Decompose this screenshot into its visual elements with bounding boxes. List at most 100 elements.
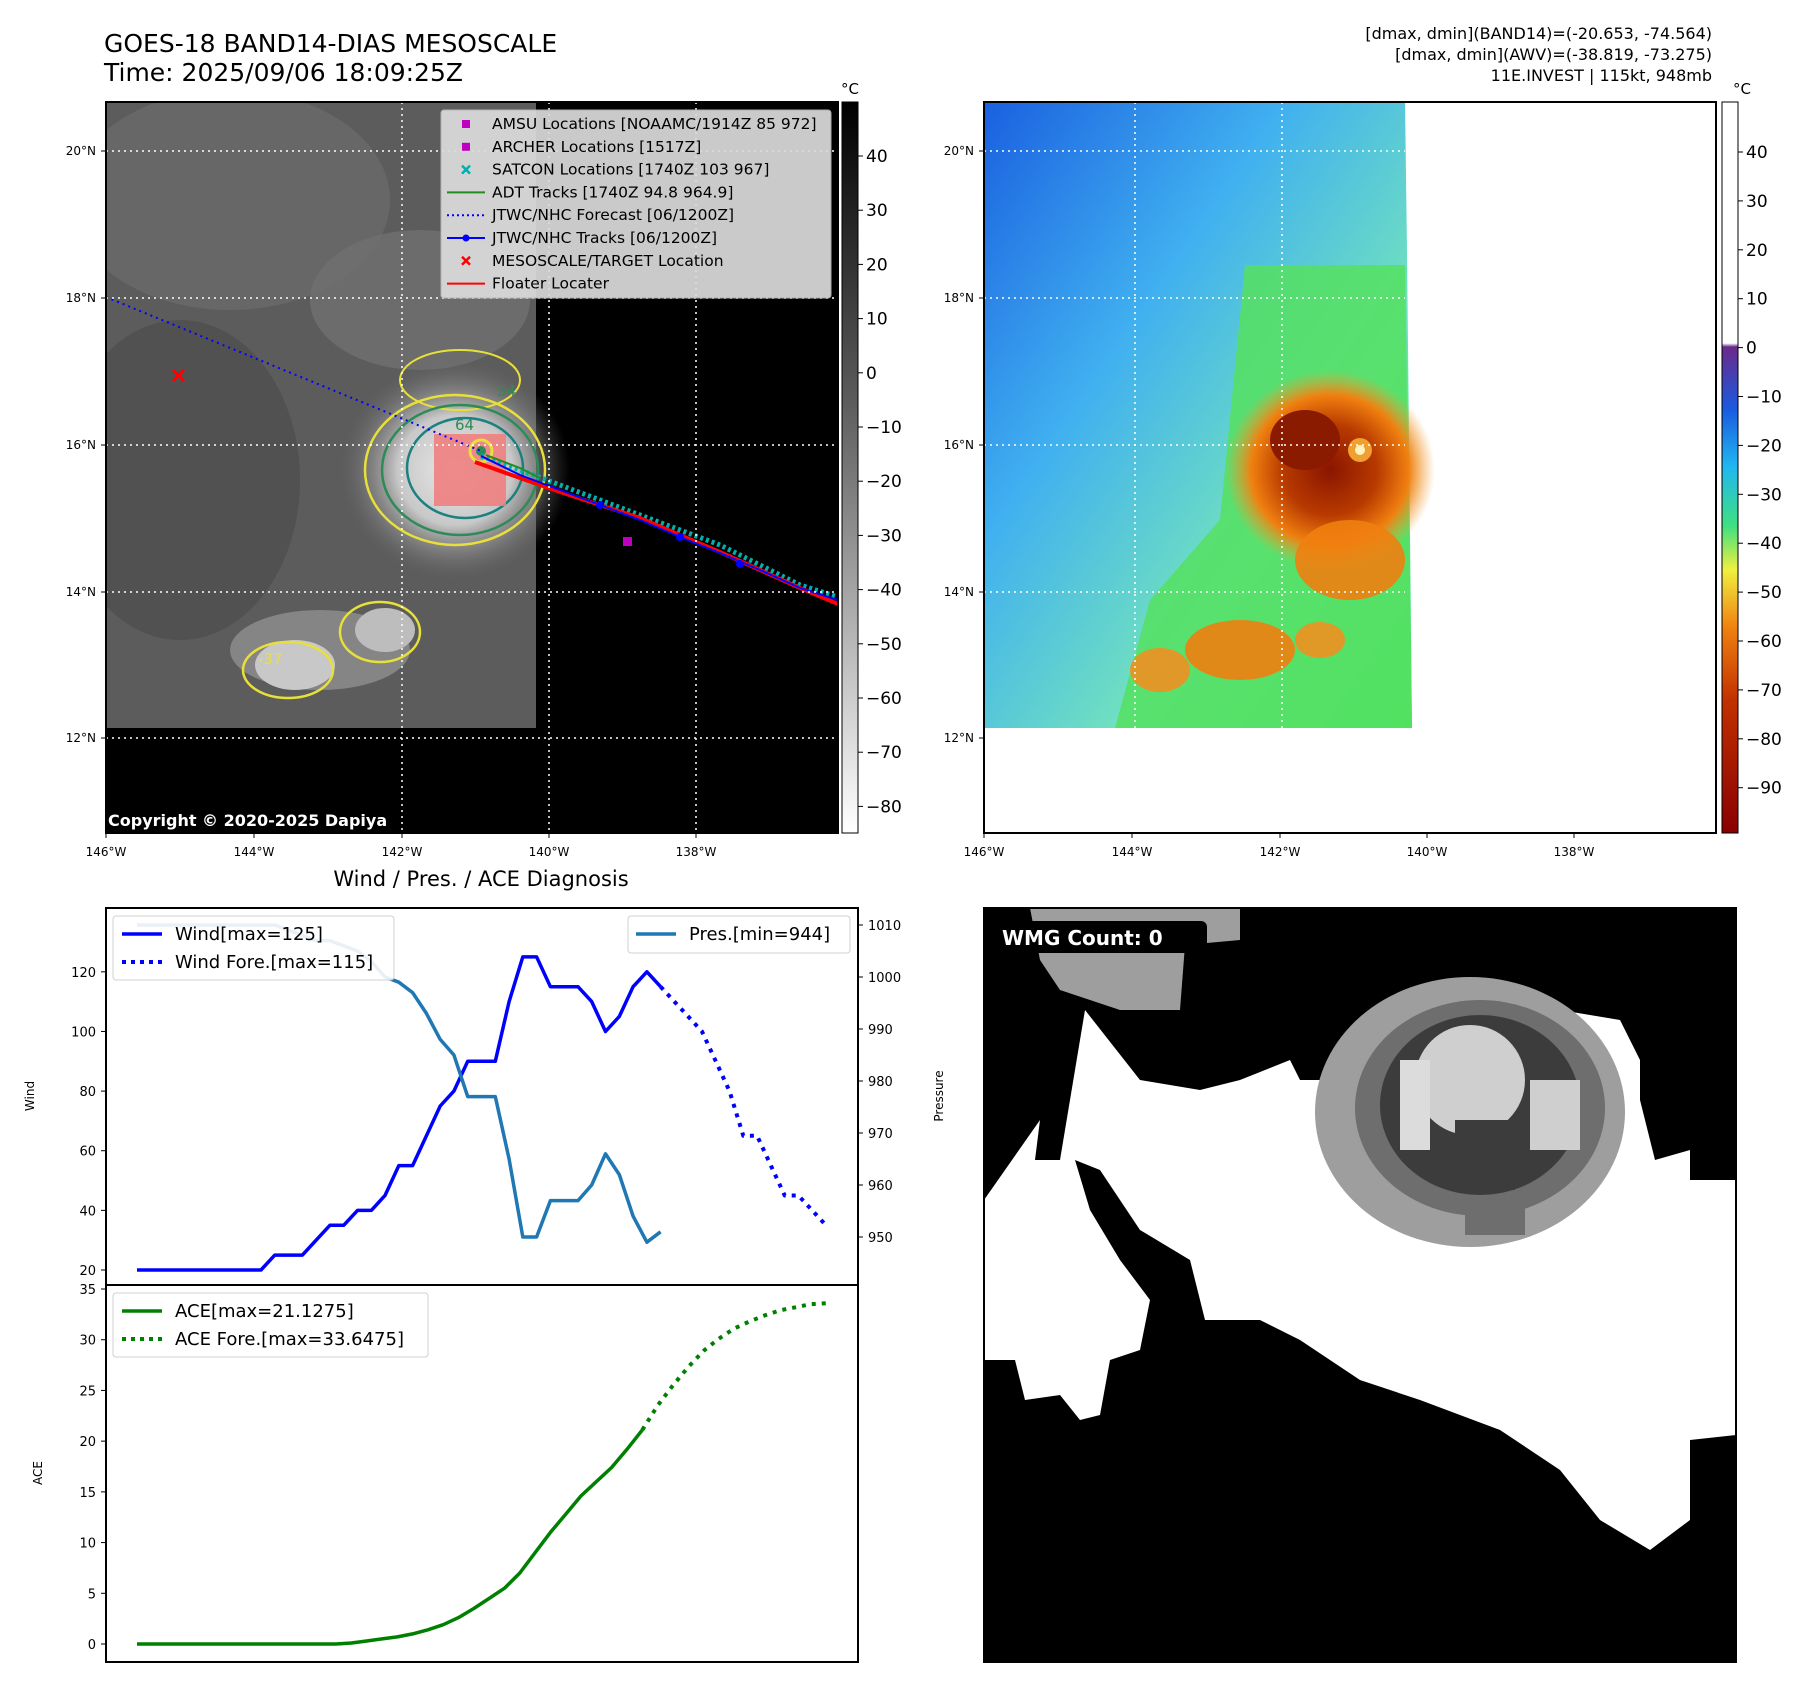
ir-colorbar-unit: °C [841, 80, 859, 98]
colorbar-tick-label: 30 [866, 201, 888, 221]
awv-map-panel: 146°W 144°W 142°W 140°W 138°W 20°N 18°N 16°N 14… [944, 101, 1717, 859]
colorbar-tick-label: −20 [1746, 436, 1782, 456]
wind-legend-label: Wind[max=125] [175, 924, 323, 945]
colorbar-tick-label: 20 [866, 255, 888, 275]
colorbar-tick-label: −40 [866, 581, 902, 601]
colorbar-tick-label: −70 [866, 743, 902, 763]
ir-colorbar: °C 40 30 20 10 0 −10 −20 −30 −40 −50 −60 −70 −80 [841, 80, 902, 834]
wind-fore-legend-label: Wind Fore.[max=115] [175, 952, 373, 973]
awv-storm [1225, 370, 1435, 570]
lon-tick-label: 140°W [1407, 845, 1448, 859]
legend-label: JTWC/NHC Tracks [06/1200Z] [491, 229, 717, 247]
diagnosis-title: Wind / Pres. / ACE Diagnosis [333, 867, 628, 891]
copyright: Copyright © 2020-2025 Dapiya [108, 811, 387, 830]
awv-lat-ticks: 20°N 18°N 16°N 14°N 12°N [944, 144, 984, 745]
ir-lat-ticks: 20°N 18°N 16°N 14°N 12°N [66, 144, 106, 745]
ace-forecast-line [640, 1301, 827, 1432]
ace-y-tick-label: 15 [79, 1486, 96, 1501]
wmg-lower-black [984, 1160, 1736, 1662]
lat-tick-label: 18°N [944, 291, 974, 305]
legend-label: JTWC/NHC Forecast [06/1200Z] [491, 206, 734, 224]
contour-label-54: 54 [497, 382, 516, 400]
lat-tick-label: 16°N [944, 438, 974, 452]
colorbar-tick-label: 40 [866, 147, 888, 167]
ace-line [137, 1428, 644, 1646]
ace-y-tick-label: 20 [79, 1435, 96, 1450]
lat-tick-label: 14°N [944, 585, 974, 599]
pressure-y-tick-label: 1010 [868, 919, 901, 934]
pressure-axis-label: Pressure [932, 1070, 946, 1121]
wmg-count-label: WMG Count: 0 [1002, 926, 1163, 950]
legend-label: ARCHER Locations [1517Z] [492, 138, 701, 156]
pressure-y-tick-label: 990 [868, 1023, 893, 1038]
figure-time: Time: 2025/09/06 18:09:25Z [103, 58, 463, 87]
legend-label: SATCON Locations [1740Z 103 967] [492, 161, 769, 179]
legend-label: ADT Tracks [1740Z 94.8 964.9] [492, 183, 733, 201]
ace-y-tick-label: 30 [79, 1334, 96, 1349]
pressure-y-tick-label: 960 [868, 1179, 893, 1194]
legend-label: MESOSCALE/TARGET Location [492, 252, 724, 270]
wind-y-tick-label: 40 [79, 1204, 96, 1219]
lon-tick-label: 138°W [676, 845, 717, 859]
contour-label-64: 64 [455, 416, 474, 434]
wind-y-tick-label: 120 [71, 966, 96, 981]
awv-colorbar-unit: °C [1733, 80, 1751, 98]
ace-y-tick-label: 10 [79, 1537, 96, 1552]
colorbar-tick-label: 40 [1746, 143, 1768, 163]
colorbar-tick-label: 0 [866, 364, 877, 384]
lon-tick-label: 144°W [1112, 845, 1153, 859]
colorbar-tick-label: −70 [1746, 681, 1782, 701]
adt-track [485, 454, 541, 479]
ir-map-panel: 64 54 -37 [66, 101, 839, 859]
colorbar-tick-label: −40 [1746, 534, 1782, 554]
legend-label: Floater Locater [492, 275, 610, 293]
wind-y-tick-label: 20 [79, 1264, 96, 1279]
lon-tick-label: 146°W [964, 845, 1005, 859]
wind-axis-label: Wind [23, 1081, 37, 1111]
eye-contour [468, 438, 494, 464]
colorbar-tick-label: −80 [1746, 730, 1782, 750]
wind-line [137, 955, 662, 1272]
legend-dot [462, 234, 470, 242]
mesoscale-target-marker [171, 368, 186, 383]
awv-lon-ticks: 146°W 144°W 142°W 140°W 138°W [964, 833, 1595, 859]
ace-legend-label: ACE[max=21.1275] [175, 1301, 354, 1322]
ir-contour-middle [380, 403, 540, 537]
wind-pressure-chart: 120 100 80 60 40 20 1010 1000 990 980 970 960 950 W… [23, 907, 946, 1286]
colorbar-tick-label: 10 [1746, 290, 1768, 310]
ace-fore-legend-label: ACE Fore.[max=33.6475] [175, 1329, 404, 1350]
lon-tick-label: 140°W [529, 845, 570, 859]
colorbar-tick-label: −10 [866, 418, 902, 438]
colorbar-tick-label: −20 [866, 472, 902, 492]
legend-label: AMSU Locations [NOAAMC/1914Z 85 972] [492, 115, 817, 133]
lat-tick-label: 12°N [66, 731, 96, 745]
ir-lon-ticks: 146°W 144°W 142°W 140°W 138°W [86, 833, 717, 859]
lat-tick-label: 16°N [66, 438, 96, 452]
pressure-y-tick-label: 980 [868, 1075, 893, 1090]
legend-x-marker [461, 255, 471, 266]
lon-tick-label: 142°W [382, 845, 423, 859]
ir-contour-inner [405, 416, 525, 520]
pressure-y-ticks: 1010 1000 990 980 970 960 950 [858, 919, 901, 1246]
colorbar-tick-label: −50 [1746, 583, 1782, 603]
lon-tick-label: 142°W [1260, 845, 1301, 859]
ir-map-legend: AMSU Locations [NOAAMC/1914Z 85 972] ARCH… [440, 109, 832, 299]
pressure-legend: Pres.[min=944] [627, 915, 851, 954]
lon-tick-label: 138°W [1554, 845, 1595, 859]
contour-label-37: -37 [258, 650, 283, 668]
legend-square-marker [462, 142, 470, 151]
awv-colorbar: °C 40 30 20 10 0 −10 −20 −30 −40 −50 −60 −70 −80 −90 [1721, 80, 1782, 834]
ace-y-ticks: 35 30 25 20 15 10 5 0 [79, 1283, 106, 1653]
wind-y-ticks: 120 100 80 60 40 20 [71, 966, 106, 1279]
colorbar-tick-label: −10 [1746, 388, 1782, 408]
colorbar-tick-label: 10 [866, 310, 888, 330]
storm-info: 11E.INVEST | 115kt, 948mb [1491, 66, 1712, 85]
ace-legend: ACE[max=21.1275] ACE Fore.[max=33.6475] [112, 1292, 429, 1358]
wind-y-tick-label: 100 [71, 1025, 96, 1040]
colorbar-tick-label: −90 [1746, 779, 1782, 799]
ace-y-tick-label: 25 [79, 1384, 96, 1399]
colorbar-tick-label: −50 [866, 635, 902, 655]
wind-forecast-line [659, 985, 828, 1227]
awv-gridlines [984, 102, 1405, 728]
